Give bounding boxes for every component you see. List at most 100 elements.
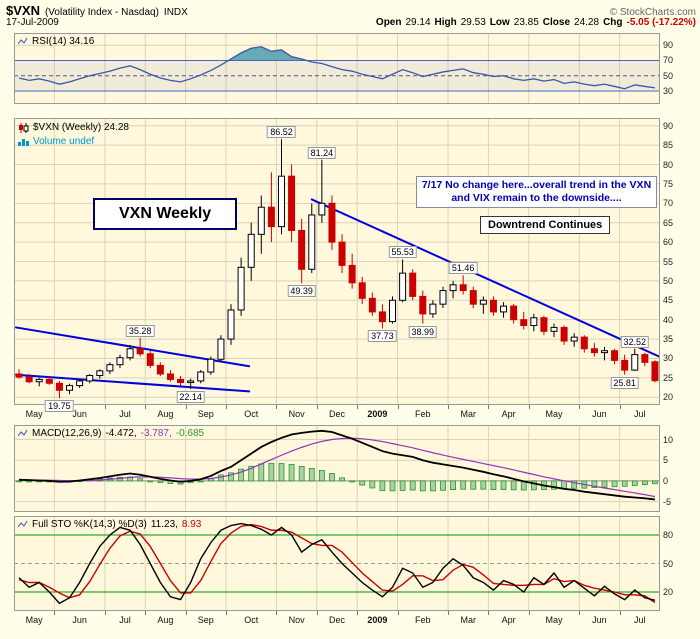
- month-label: Oct: [244, 615, 259, 625]
- y-axis-label: 0: [663, 475, 669, 486]
- axis-tick: [528, 405, 530, 409]
- open-label: Open: [375, 17, 402, 28]
- axis-tick: [54, 611, 56, 615]
- macd-value: -4.472,: [105, 428, 137, 439]
- month-label: Aug: [157, 615, 174, 625]
- y-axis-label: 65: [663, 217, 674, 228]
- axis-tick: [185, 611, 187, 615]
- axis-tick: [225, 611, 227, 615]
- macd-title: MACD(12,26,9) -4.472, -3.787, -0.685: [18, 428, 204, 439]
- month-label: Mar: [460, 615, 476, 625]
- y-axis-label: 5: [663, 455, 669, 466]
- axis-tick: [104, 405, 106, 409]
- rsi-plot: [14, 33, 660, 104]
- y-axis-label: 85: [663, 140, 674, 151]
- month-label: Jun: [592, 409, 607, 419]
- vxn-weekly-watermark: VXN Weekly: [93, 198, 238, 230]
- axis-tick: [397, 611, 399, 615]
- price-label: 37.73: [368, 330, 397, 343]
- rsi-title-text: RSI(14) 34.16: [32, 36, 95, 47]
- rsi-panel: [14, 33, 660, 104]
- month-label: 2009: [367, 615, 388, 625]
- price-title: $VXN (Weekly) 24.28: [18, 122, 129, 133]
- high-value: 29.53: [460, 17, 486, 28]
- price-label: 19.75: [45, 400, 74, 413]
- axis-tick: [488, 405, 490, 409]
- close-value: 24.28: [574, 17, 600, 28]
- price-label: 25.81: [610, 376, 639, 389]
- downtrend-continues-label: Downtrend Continues: [480, 216, 611, 234]
- month-label: Dec: [328, 615, 346, 625]
- y-axis-label: 50: [663, 275, 674, 286]
- y-axis-label: 40: [663, 314, 674, 325]
- macd-line: [19, 429, 656, 501]
- ticker-symbol: $VXN: [6, 3, 40, 18]
- y-axis-label: 20: [663, 392, 674, 403]
- axis-tick: [357, 611, 359, 615]
- price-panel: 19.75 35.28 22.14 86.52 49.39 81.24 37.73 55.53…: [14, 118, 660, 413]
- y-axis-label: 50: [663, 70, 674, 81]
- sto-indicator-icon: [18, 520, 28, 528]
- axis-tick: [619, 405, 621, 409]
- month-label: Jun: [592, 615, 607, 625]
- analyst-note: 7/17 No change here...overall trend in t…: [416, 176, 657, 208]
- low-value: 23.85: [513, 17, 539, 28]
- axis-tick: [145, 611, 147, 615]
- axis-tick: [276, 405, 278, 409]
- month-label: Mar: [460, 409, 476, 419]
- sto-d-value: 8.93: [181, 519, 202, 530]
- y-axis-label: 30: [663, 86, 674, 97]
- rsi-indicator-icon: [18, 37, 28, 45]
- rsi-line: [18, 46, 656, 90]
- high-label: High: [434, 17, 457, 28]
- month-label: Aug: [157, 409, 174, 419]
- axis-tick: [528, 611, 530, 615]
- y-axis-label: 90: [663, 120, 674, 131]
- y-axis-label: 60: [663, 237, 674, 248]
- y-axis-label: 45: [663, 295, 674, 306]
- quote-line: Open 29.14 High 29.53 Low 23.85 Close 24…: [376, 17, 696, 28]
- month-label: Sep: [197, 409, 214, 419]
- rsi-title: RSI(14) 34.16: [18, 36, 94, 47]
- sto-k-value: 11.23,: [150, 519, 178, 530]
- month-label: Feb: [415, 615, 431, 625]
- low-label: Low: [489, 17, 510, 28]
- stockcharts-credit: © StockCharts.com: [609, 7, 696, 18]
- ticker-name: (Volatility Index - Nasdaq): [44, 7, 159, 18]
- price-label: 32.52: [620, 335, 650, 348]
- candles: [15, 139, 659, 399]
- macd-hist-value: -0.685: [175, 428, 205, 439]
- trendline: [310, 198, 660, 359]
- y-axis-label: 10: [663, 434, 674, 445]
- price-title-text: $VXN (Weekly) 24.28: [33, 122, 129, 133]
- axis-tick: [619, 611, 621, 615]
- axis-tick: [397, 405, 399, 409]
- sto-title: Full STO %K(14,3) %D(3) 11.23, 8.93: [18, 519, 201, 530]
- axis-tick: [104, 611, 106, 615]
- price-label: 49.39: [287, 285, 316, 298]
- month-label: Jun: [72, 409, 87, 419]
- price-label: 38.99: [408, 325, 438, 338]
- axis-tick: [448, 611, 450, 615]
- open-value: 29.14: [405, 17, 431, 28]
- axis-tick: [276, 611, 278, 615]
- y-axis-label: 70: [663, 198, 674, 209]
- y-axis-label: 25: [663, 372, 674, 383]
- y-axis-label: 20: [663, 587, 674, 597]
- axis-tick: [448, 405, 450, 409]
- y-axis-label: 80: [663, 159, 674, 170]
- header-quote-row: 17-Jul-2009 Open 29.14 High 29.53 Low 23…: [6, 17, 696, 28]
- macd-histogram: [16, 462, 658, 492]
- axis-tick: [316, 611, 318, 615]
- month-label: Feb: [415, 409, 431, 419]
- y-axis-label: 55: [663, 256, 674, 267]
- axis-tick: [145, 405, 147, 409]
- y-axis-label: 90: [663, 40, 674, 51]
- y-axis-label: 30: [663, 353, 674, 364]
- y-axis-label: 50: [663, 558, 674, 569]
- month-label: Jul: [119, 409, 131, 419]
- y-axis-label: 75: [663, 178, 674, 189]
- month-label: Jul: [634, 409, 646, 419]
- axis-tick: [357, 405, 359, 409]
